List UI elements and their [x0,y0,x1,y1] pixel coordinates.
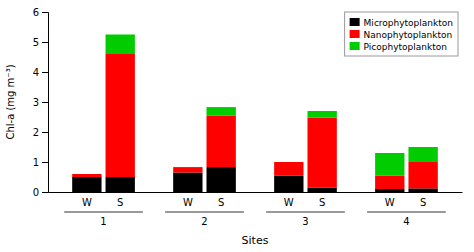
y-tick-label: 3 [33,97,39,108]
legend-label: Microphytoplankton [364,18,453,28]
bar [408,162,437,188]
category-label: W [183,197,193,208]
y-tick: 4 [33,67,48,78]
category-label: W [385,197,395,208]
y-tick-mark [42,192,48,193]
category-label: S [218,197,224,208]
y-axis-title: Chl-a (mg m⁻³) [5,64,16,139]
group-underline [165,212,244,213]
bar [307,188,336,193]
y-tick: 0 [33,187,48,198]
x-axis-line [49,192,463,193]
bar [106,177,135,192]
category-label: W [284,197,294,208]
legend-swatch [350,42,360,50]
legend-item: Microphytoplankton [350,18,453,28]
legend: Microphytoplankton Nanophytoplankton Picop… [345,12,458,56]
y-tick-mark [42,102,48,103]
y-tick: 6 [33,7,48,18]
legend-item: Picophytoplankton [350,42,447,52]
bar [274,176,303,193]
group-label: 4 [403,216,409,227]
y-tick-mark [42,132,48,133]
chart-svg: 0123456WSWSWSWS1234SitesChl-a (mg m⁻³)Mi… [0,0,474,252]
bar [307,111,336,118]
legend-frame [345,12,458,56]
y-tick-label: 4 [33,67,39,78]
group-underline [367,212,446,213]
y-tick-label: 5 [33,37,39,48]
category-labels: WSWSWSWS [82,197,426,208]
y-tick-mark [42,12,48,13]
y-tick: 2 [33,127,48,138]
bar [274,162,303,176]
y-tick-mark [42,162,48,163]
y-tick-mark [42,42,48,43]
category-label: S [420,197,426,208]
bar [307,118,336,188]
category-label: W [82,197,92,208]
bar [207,167,236,192]
bar-series [72,54,438,189]
category-label: S [117,197,123,208]
y-tick-label: 0 [33,187,39,198]
bar [207,107,236,115]
group-label: 1 [100,216,106,227]
bar [375,189,404,192]
y-axis-line [42,13,49,193]
group-label: 2 [201,216,207,227]
y-tick: 3 [33,97,48,108]
legend-item: Nanophytoplankton [350,30,453,40]
group-underline [266,212,345,213]
chart-container: 0123456WSWSWSWS1234SitesChl-a (mg m⁻³)Mi… [0,0,474,252]
legend-swatch [350,30,360,38]
y-axis: 0 1 2 3 4 5 6 [33,7,49,198]
bar [173,167,202,172]
bar [72,174,101,175]
bar [173,173,202,193]
bar [173,167,202,168]
bar [72,177,101,192]
group-labels: 1 2 3 4 [64,212,446,227]
x-axis [49,192,463,193]
plot-area: 0123456WSWSWSWS1234SitesChl-a (mg m⁻³)Mi… [5,7,463,247]
y-tick-label: 2 [33,127,39,138]
bar [375,153,404,176]
bars [72,35,438,193]
group-label: 3 [302,216,308,227]
legend-swatch [350,18,360,26]
bar [274,162,303,163]
x-axis-title: Sites [242,234,269,247]
y-tick: 5 [33,37,48,48]
category-label: S [319,197,325,208]
legend-label: Picophytoplankton [364,42,447,52]
bar [72,174,101,177]
y-tick-mark [42,72,48,73]
bar [207,116,236,168]
legend-label: Nanophytoplankton [364,30,453,40]
bar [408,188,437,192]
y-tick-label: 1 [33,157,39,168]
group-underline [64,212,143,213]
bar [106,54,135,177]
bar [375,176,404,190]
bar [408,147,437,162]
y-tick: 1 [33,157,48,168]
y-tick-label: 6 [33,7,39,18]
bar [106,35,135,55]
